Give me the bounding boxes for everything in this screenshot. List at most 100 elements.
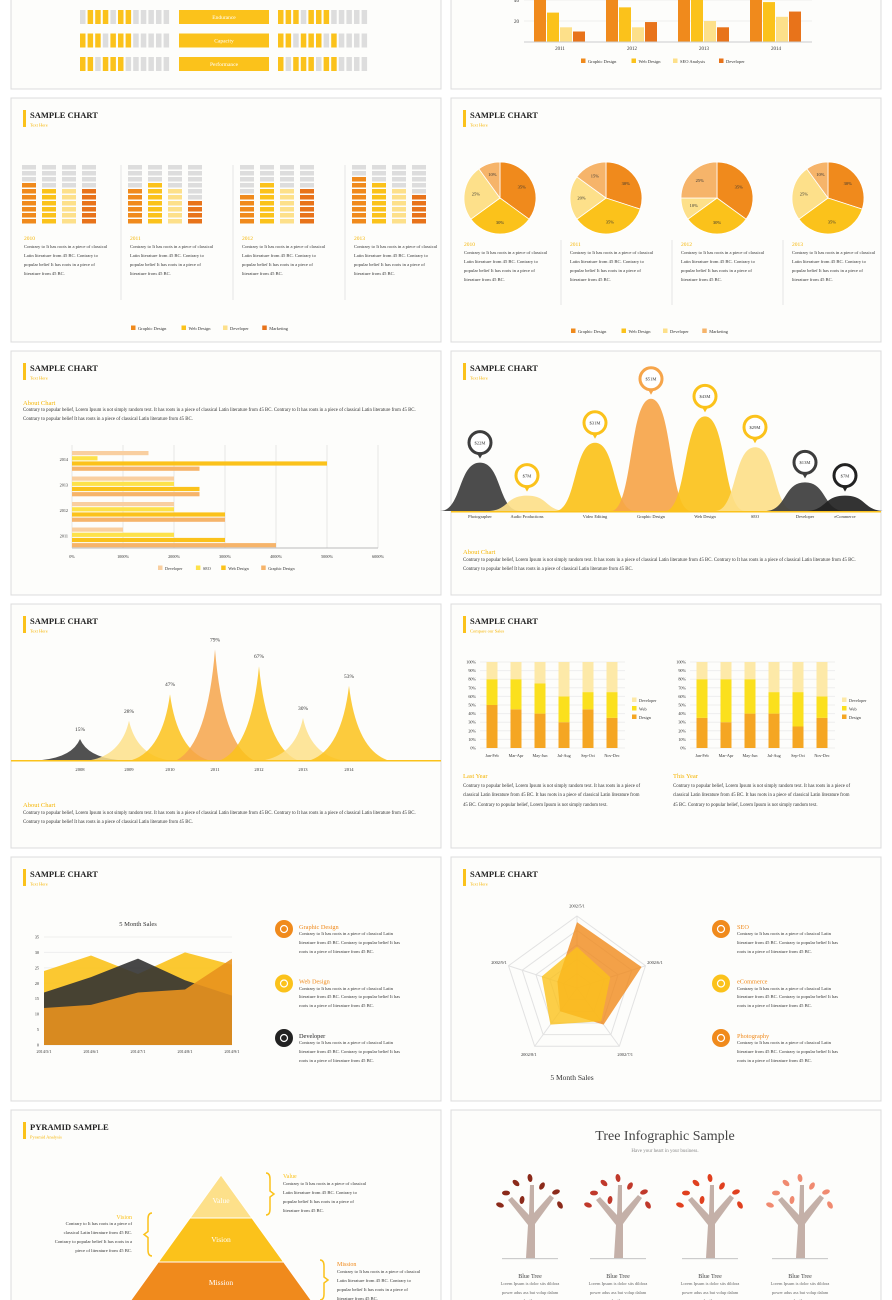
tree-leaf — [496, 1202, 504, 1208]
bar-segment — [510, 662, 522, 680]
level-block — [323, 57, 330, 71]
x-tick-label: 6000% — [372, 554, 384, 559]
pie-slice — [576, 197, 641, 235]
y-tick-label: 80% — [468, 677, 476, 682]
level-column — [22, 165, 36, 224]
heading: About Chart — [23, 400, 56, 407]
category-label: eCommerce — [834, 514, 855, 519]
pie-slice — [463, 168, 501, 220]
level-block — [80, 57, 86, 71]
bar-segment — [816, 662, 828, 697]
level-block — [118, 10, 124, 24]
level-block — [285, 33, 292, 48]
y-tick-label: 50% — [468, 703, 476, 708]
item-icon — [712, 1029, 730, 1047]
level-block — [331, 10, 337, 24]
y-tick-label: 2011 — [60, 534, 68, 539]
slide-frame — [450, 856, 882, 1102]
bar — [645, 22, 657, 42]
y-tick-label: 2014 — [60, 457, 69, 462]
bar-segment — [582, 662, 594, 693]
legend-label: Marketing — [709, 329, 728, 334]
tree-leaf — [692, 1179, 700, 1187]
level-block — [361, 33, 368, 48]
level-block — [278, 10, 284, 24]
tree-leaf — [590, 1190, 598, 1196]
peak — [132, 694, 208, 760]
slice-label: 35% — [606, 220, 615, 225]
level-block — [308, 33, 314, 48]
legend-label: SEO — [203, 566, 211, 571]
bar — [72, 507, 174, 512]
legend-swatch — [631, 58, 636, 63]
level-block — [278, 57, 284, 71]
y-tick-label: 60% — [468, 694, 476, 699]
bar — [72, 527, 123, 532]
paragraph: Contrary to It has roots in a piece of c… — [130, 244, 214, 276]
slide-frame — [10, 603, 442, 849]
value-label: $22M — [475, 440, 486, 445]
slide-title: SAMPLE CHART — [30, 869, 98, 879]
level-block — [156, 33, 162, 48]
level-block — [338, 57, 345, 71]
tree-leaf — [737, 1201, 743, 1209]
bar — [547, 12, 559, 42]
mountain — [665, 416, 745, 511]
y-tick-label: 90% — [468, 668, 476, 673]
tree-leaf — [719, 1182, 725, 1190]
bar — [72, 512, 225, 517]
bar — [72, 461, 327, 466]
level-block — [316, 10, 322, 24]
level-block — [331, 33, 337, 48]
axis-label: 2002/8/1 — [521, 1052, 537, 1057]
legend-label: Design — [849, 715, 862, 720]
tree-leaf — [527, 1174, 533, 1182]
tree-name: Blue Tree — [606, 1274, 630, 1280]
tree-leaf — [502, 1190, 510, 1196]
level-block — [156, 10, 162, 24]
legend-label: Web Design — [629, 329, 652, 334]
slide-frame — [450, 603, 882, 849]
bar — [72, 537, 225, 543]
mountain — [555, 442, 635, 511]
x-tick-label: 2013 — [699, 47, 710, 52]
tree-leaf — [782, 1179, 790, 1187]
level-block — [316, 33, 322, 48]
year-label: 2012 — [242, 236, 253, 242]
tree-leaf — [732, 1189, 740, 1195]
level-block — [133, 33, 139, 48]
slice-label: 15% — [591, 174, 600, 179]
tree-name: Blue Tree — [698, 1274, 722, 1280]
title-accent — [23, 1122, 26, 1139]
mountain — [805, 495, 885, 511]
paragraph: Contrary to It has roots in a piece of c… — [737, 1040, 839, 1063]
bar — [72, 456, 98, 461]
bar — [72, 476, 174, 481]
value-label: $29M — [750, 425, 761, 430]
slice-label: 35% — [735, 184, 744, 189]
legend-label: Developer — [165, 566, 183, 571]
bar-segment — [768, 662, 780, 693]
pie-slice — [576, 161, 607, 199]
tree-leaf — [539, 1182, 545, 1190]
level-block — [140, 33, 147, 48]
legend-label: Web Design — [189, 326, 212, 331]
value-label: 15% — [75, 727, 86, 733]
item-title: Graphic Design — [299, 924, 340, 931]
slide-subtitle: Text Here — [30, 376, 48, 381]
level-label: Vision — [211, 1235, 231, 1244]
slide-subtitle: Text Here — [30, 882, 48, 887]
paragraph: Contrary to popular belief, Lorem Ipsum … — [23, 811, 416, 826]
tree-leaf — [512, 1179, 520, 1187]
y-tick-label: 50% — [678, 703, 686, 708]
value-label: 79% — [210, 637, 221, 643]
value-label: $43M — [700, 394, 711, 399]
bar-segment — [816, 696, 828, 718]
label-box — [179, 10, 269, 24]
brace — [319, 1259, 330, 1300]
legend-label: Marketing — [269, 326, 288, 331]
legend-swatch — [621, 328, 626, 333]
bar-segment — [558, 696, 570, 723]
bar — [678, 0, 690, 42]
bar-segment — [720, 679, 732, 723]
